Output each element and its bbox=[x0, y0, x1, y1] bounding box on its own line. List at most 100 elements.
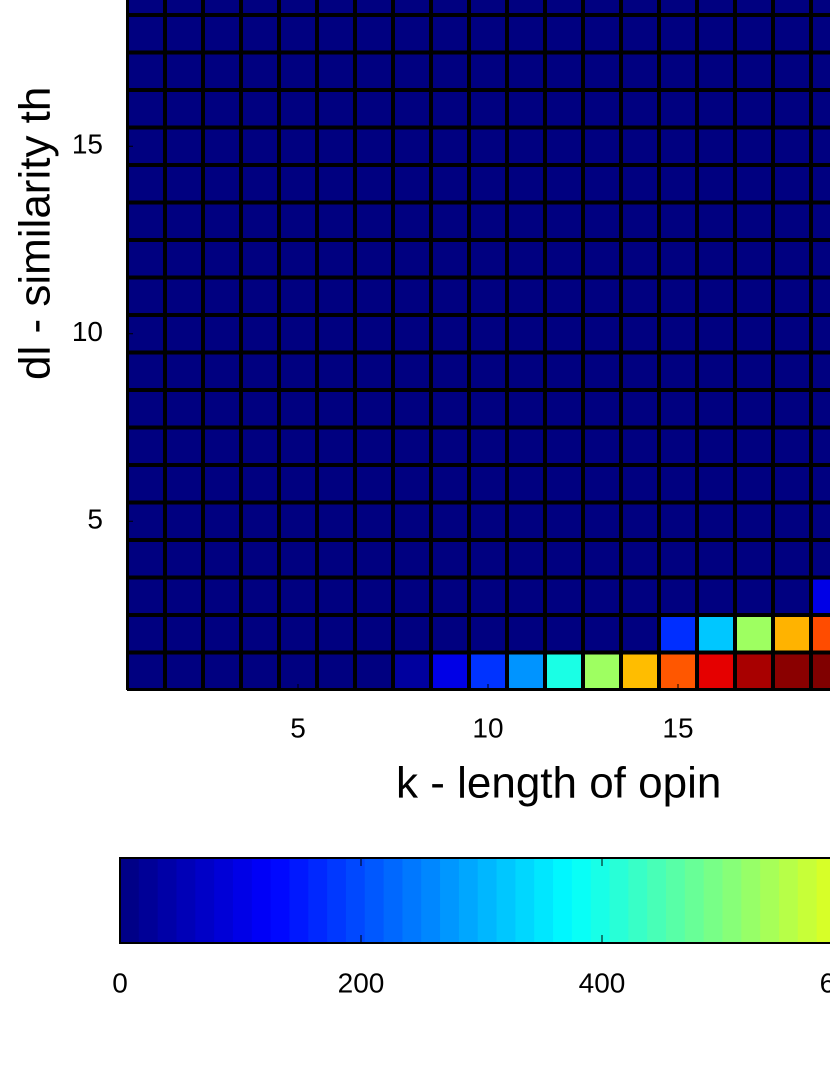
heat-cell bbox=[813, 54, 830, 88]
heat-cell bbox=[623, 54, 657, 88]
colorbar-step bbox=[741, 858, 761, 943]
heat-cell bbox=[813, 429, 830, 463]
heat-cell bbox=[699, 0, 733, 13]
heat-cell bbox=[357, 654, 391, 688]
heat-cell bbox=[243, 579, 277, 613]
heat-cell bbox=[813, 467, 830, 501]
heat-cell bbox=[129, 129, 163, 163]
heat-cell bbox=[775, 167, 809, 201]
heat-cell bbox=[395, 279, 429, 313]
heat-cell bbox=[129, 654, 163, 688]
colorbar-step bbox=[778, 858, 799, 943]
heat-cell bbox=[585, 617, 619, 651]
heat-cell bbox=[319, 654, 353, 688]
heat-cell bbox=[281, 129, 315, 163]
heat-cell bbox=[813, 92, 830, 126]
colorbar-step bbox=[666, 858, 686, 943]
heat-cell bbox=[661, 467, 695, 501]
heat-cell bbox=[623, 617, 657, 651]
heat-cell bbox=[243, 504, 277, 538]
heat-cell bbox=[395, 429, 429, 463]
heat-cell bbox=[243, 467, 277, 501]
heat-cell bbox=[433, 617, 467, 651]
heat-cell bbox=[167, 429, 201, 463]
colorbar-step bbox=[157, 858, 177, 943]
heat-cell bbox=[585, 204, 619, 238]
heat-cell bbox=[737, 467, 771, 501]
heat-cell bbox=[205, 467, 239, 501]
colorbar-step bbox=[120, 858, 140, 943]
heat-cell bbox=[281, 354, 315, 388]
colorbar-step bbox=[421, 858, 441, 943]
heat-cell bbox=[471, 542, 505, 576]
heat-cell bbox=[357, 204, 391, 238]
heat-cell bbox=[699, 392, 733, 426]
heat-cell bbox=[623, 467, 657, 501]
heat-cell bbox=[775, 129, 809, 163]
heat-cell bbox=[661, 242, 695, 276]
heat-cell bbox=[471, 504, 505, 538]
heat-cell bbox=[775, 354, 809, 388]
heat-cell bbox=[395, 392, 429, 426]
heat-cell bbox=[471, 279, 505, 313]
heat-cell bbox=[243, 354, 277, 388]
heat-cell bbox=[547, 467, 581, 501]
heat-cell bbox=[737, 92, 771, 126]
colorbar-tick-label: 200 bbox=[338, 967, 385, 998]
heat-cell bbox=[205, 617, 239, 651]
heat-cell bbox=[623, 129, 657, 163]
heat-cell bbox=[775, 617, 809, 651]
heat-cell bbox=[395, 167, 429, 201]
heat-cell bbox=[395, 617, 429, 651]
colorbar-step bbox=[534, 858, 554, 943]
x-axis-label: k - length of opin bbox=[396, 759, 721, 808]
heat-cell bbox=[699, 279, 733, 313]
heat-cell bbox=[471, 354, 505, 388]
heat-cell bbox=[129, 54, 163, 88]
heat-cell bbox=[737, 279, 771, 313]
heat-cell bbox=[813, 204, 830, 238]
heat-cell bbox=[509, 54, 543, 88]
heat-cell bbox=[585, 429, 619, 463]
heat-cell bbox=[281, 317, 315, 351]
heat-cell bbox=[509, 504, 543, 538]
heat-cell bbox=[813, 17, 830, 51]
heat-cell bbox=[775, 654, 809, 688]
heat-cell bbox=[167, 354, 201, 388]
heat-cell bbox=[319, 504, 353, 538]
heat-cell bbox=[205, 167, 239, 201]
heat-cell bbox=[661, 54, 695, 88]
heat-cell bbox=[509, 92, 543, 126]
heat-cell bbox=[775, 542, 809, 576]
heat-cell bbox=[737, 617, 771, 651]
heat-cell bbox=[205, 0, 239, 13]
heat-cell bbox=[813, 542, 830, 576]
heat-cell bbox=[433, 92, 467, 126]
heat-cell bbox=[737, 167, 771, 201]
heat-cell bbox=[699, 204, 733, 238]
heat-cell bbox=[623, 354, 657, 388]
heat-cell bbox=[357, 467, 391, 501]
heat-cell bbox=[585, 0, 619, 13]
heat-cell bbox=[243, 167, 277, 201]
heat-cell bbox=[433, 504, 467, 538]
heat-cell bbox=[433, 467, 467, 501]
heat-cell bbox=[205, 242, 239, 276]
heat-cell bbox=[737, 654, 771, 688]
colorbar-tick-label: 0 bbox=[112, 967, 128, 998]
heat-cell bbox=[205, 204, 239, 238]
heat-cell bbox=[509, 467, 543, 501]
heat-cell bbox=[547, 617, 581, 651]
heat-cell bbox=[205, 92, 239, 126]
heat-cell bbox=[509, 129, 543, 163]
heat-cell bbox=[433, 242, 467, 276]
heat-cell bbox=[281, 504, 315, 538]
heat-cell bbox=[775, 317, 809, 351]
heat-cell bbox=[737, 54, 771, 88]
heat-cell bbox=[547, 0, 581, 13]
heat-cell bbox=[281, 654, 315, 688]
heat-cell bbox=[585, 54, 619, 88]
heat-cell bbox=[129, 579, 163, 613]
